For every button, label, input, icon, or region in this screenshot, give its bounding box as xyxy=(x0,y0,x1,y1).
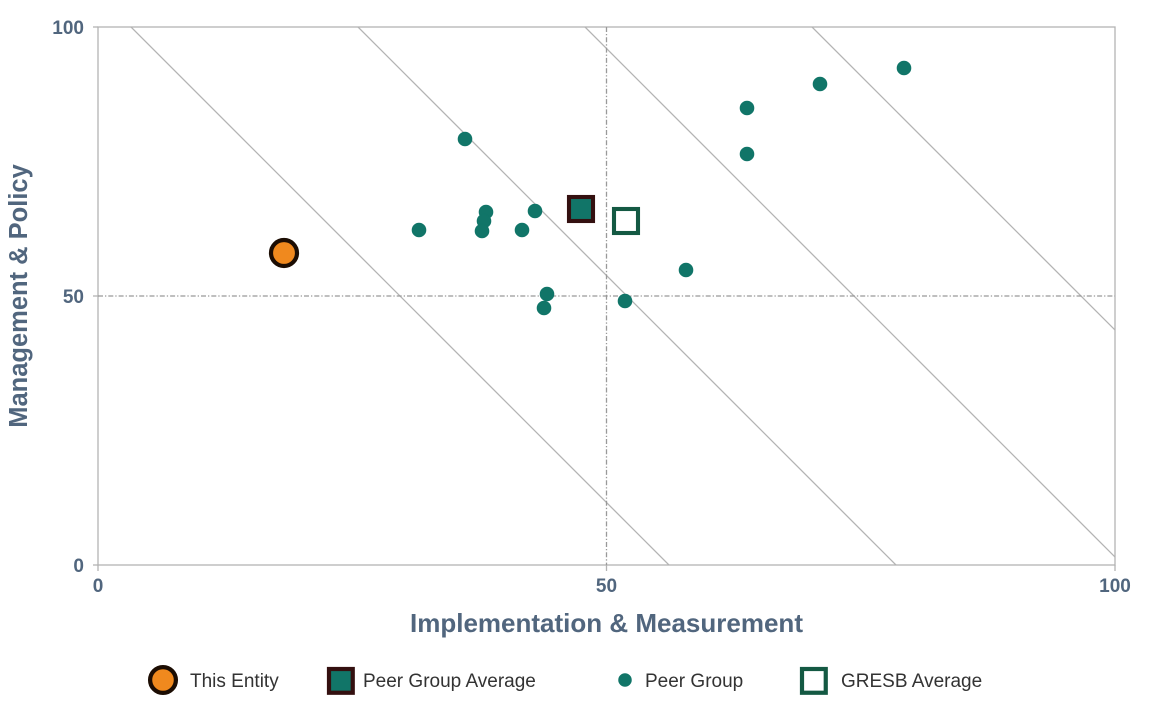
svg-text:50: 50 xyxy=(63,287,84,308)
svg-text:100: 100 xyxy=(1099,576,1131,597)
svg-text:Peer Group Average: Peer Group Average xyxy=(363,671,536,692)
svg-text:GRESB Average: GRESB Average xyxy=(841,671,982,692)
svg-text:100: 100 xyxy=(52,18,84,39)
svg-text:0: 0 xyxy=(73,556,84,577)
svg-text:Peer Group: Peer Group xyxy=(645,671,743,692)
svg-text:Implementation & Measurement: Implementation & Measurement xyxy=(410,608,803,638)
svg-text:Management & Policy: Management & Policy xyxy=(5,163,33,427)
svg-text:50: 50 xyxy=(596,576,617,597)
svg-text:This Entity: This Entity xyxy=(190,671,279,692)
svg-text:0: 0 xyxy=(93,576,104,597)
